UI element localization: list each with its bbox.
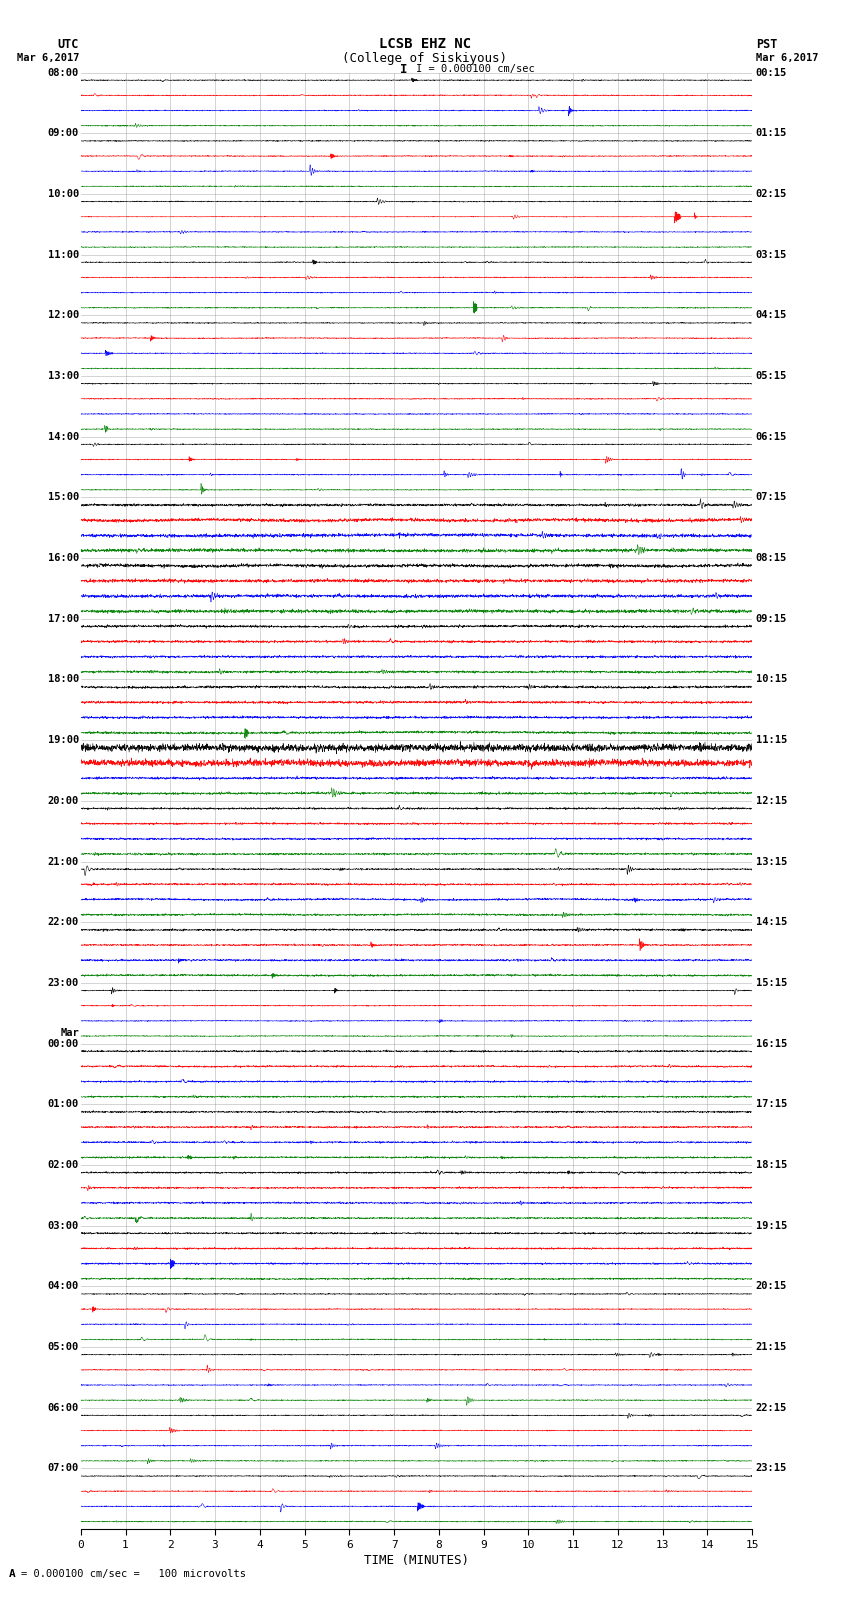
Text: 03:15: 03:15 — [756, 250, 787, 260]
Text: PST: PST — [756, 37, 777, 52]
Text: 10:00: 10:00 — [48, 189, 79, 198]
Text: 11:00: 11:00 — [48, 250, 79, 260]
Text: 04:15: 04:15 — [756, 310, 787, 321]
Text: Mar: Mar — [60, 1027, 79, 1039]
Text: 00:15: 00:15 — [756, 68, 787, 77]
Text: 19:00: 19:00 — [48, 736, 79, 745]
Text: 03:00: 03:00 — [48, 1221, 79, 1231]
Text: 01:00: 01:00 — [48, 1100, 79, 1110]
Text: 22:15: 22:15 — [756, 1403, 787, 1413]
Text: 17:15: 17:15 — [756, 1100, 787, 1110]
Text: Mar 6,2017: Mar 6,2017 — [16, 53, 79, 63]
Text: LCSB EHZ NC: LCSB EHZ NC — [379, 37, 471, 52]
Text: 08:00: 08:00 — [48, 68, 79, 77]
Text: 16:00: 16:00 — [48, 553, 79, 563]
Text: 05:00: 05:00 — [48, 1342, 79, 1352]
Text: 01:15: 01:15 — [756, 129, 787, 139]
Text: 21:15: 21:15 — [756, 1342, 787, 1352]
Text: 15:15: 15:15 — [756, 977, 787, 987]
Text: UTC: UTC — [58, 37, 79, 52]
Text: 23:15: 23:15 — [756, 1463, 787, 1473]
Text: = 0.000100 cm/sec =   100 microvolts: = 0.000100 cm/sec = 100 microvolts — [21, 1569, 246, 1579]
Text: 02:15: 02:15 — [756, 189, 787, 198]
Text: 21:00: 21:00 — [48, 857, 79, 866]
Text: 15:00: 15:00 — [48, 492, 79, 502]
Text: 18:00: 18:00 — [48, 674, 79, 684]
X-axis label: TIME (MINUTES): TIME (MINUTES) — [364, 1553, 469, 1566]
Text: 07:00: 07:00 — [48, 1463, 79, 1473]
Text: 20:00: 20:00 — [48, 795, 79, 806]
Text: 12:00: 12:00 — [48, 310, 79, 321]
Text: 06:00: 06:00 — [48, 1403, 79, 1413]
Text: 05:15: 05:15 — [756, 371, 787, 381]
Text: 22:00: 22:00 — [48, 918, 79, 927]
Text: 23:00: 23:00 — [48, 977, 79, 987]
Text: (College of Siskiyous): (College of Siskiyous) — [343, 52, 507, 65]
Text: I = 0.000100 cm/sec: I = 0.000100 cm/sec — [416, 65, 536, 74]
Text: 00:00: 00:00 — [48, 1039, 79, 1048]
Text: A: A — [8, 1569, 15, 1579]
Text: 10:15: 10:15 — [756, 674, 787, 684]
Text: 13:15: 13:15 — [756, 857, 787, 866]
Text: 11:15: 11:15 — [756, 736, 787, 745]
Text: 09:00: 09:00 — [48, 129, 79, 139]
Text: 08:15: 08:15 — [756, 553, 787, 563]
Text: 09:15: 09:15 — [756, 615, 787, 624]
Text: 02:00: 02:00 — [48, 1160, 79, 1169]
Text: 17:00: 17:00 — [48, 615, 79, 624]
Text: 13:00: 13:00 — [48, 371, 79, 381]
Text: 06:15: 06:15 — [756, 432, 787, 442]
Text: 19:15: 19:15 — [756, 1221, 787, 1231]
Text: I: I — [400, 63, 407, 76]
Text: 16:15: 16:15 — [756, 1039, 787, 1048]
Text: 14:15: 14:15 — [756, 918, 787, 927]
Text: 07:15: 07:15 — [756, 492, 787, 502]
Text: 14:00: 14:00 — [48, 432, 79, 442]
Text: 12:15: 12:15 — [756, 795, 787, 806]
Text: Mar 6,2017: Mar 6,2017 — [756, 53, 819, 63]
Text: 20:15: 20:15 — [756, 1281, 787, 1292]
Text: 04:00: 04:00 — [48, 1281, 79, 1292]
Text: 18:15: 18:15 — [756, 1160, 787, 1169]
